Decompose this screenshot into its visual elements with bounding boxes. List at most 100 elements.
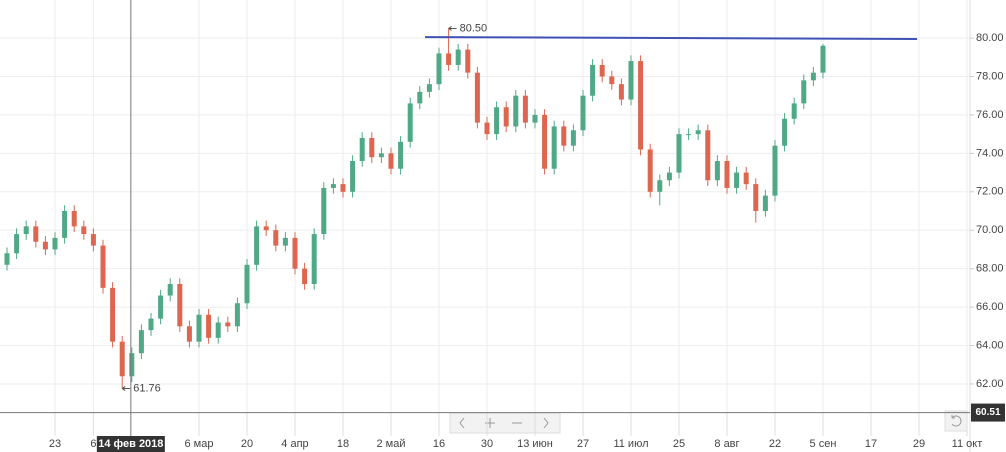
candle-body: [33, 226, 39, 242]
candle-body: [590, 64, 596, 96]
candle-body: [369, 137, 375, 158]
reset-button[interactable]: [944, 410, 968, 432]
candle-body: [273, 230, 279, 246]
x-tick-label: 22: [769, 438, 781, 450]
nav-buttons: [449, 410, 968, 434]
candle-body: [206, 314, 212, 338]
y-tick-label: 76.00: [976, 109, 1004, 121]
candle-body: [465, 49, 471, 73]
candle-body: [446, 53, 452, 65]
candle-body: [561, 126, 567, 146]
candle-body: [791, 103, 797, 119]
candle-body: [330, 184, 336, 188]
candle-body: [158, 295, 164, 319]
candle-body: [532, 114, 538, 123]
candle-body: [359, 137, 365, 162]
candle-body: [148, 318, 154, 331]
candle-body: [119, 341, 125, 377]
x-tick-label: 16: [433, 438, 445, 450]
candle-body: [292, 237, 298, 269]
candle-body: [186, 326, 192, 342]
trend-line: [425, 36, 918, 41]
candle-body: [513, 95, 519, 127]
candle-body: [302, 268, 308, 285]
candle-body: [23, 226, 29, 235]
nav-right[interactable]: [543, 417, 549, 429]
candle-body: [417, 91, 423, 104]
candle-body: [657, 180, 663, 192]
candle-body: [772, 145, 778, 196]
candle-body: [244, 264, 250, 304]
candle-body: [196, 314, 202, 342]
x-tick-label: 18: [337, 438, 349, 450]
candle-body: [609, 76, 615, 85]
candle-body: [695, 130, 701, 135]
candle-body: [225, 322, 231, 327]
y-tick-label: 66.00: [976, 301, 1004, 313]
candle-body: [388, 153, 394, 169]
candle-body: [52, 237, 58, 250]
candle-body: [743, 172, 749, 185]
candle-body: [14, 234, 20, 254]
candle-body: [474, 72, 480, 123]
candle-body: [734, 172, 740, 188]
candle-body: [90, 234, 96, 246]
y-tick-label: 68.00: [976, 263, 1004, 275]
candle-body: [599, 64, 605, 77]
candle-body: [580, 95, 586, 131]
x-tick-label: 4 апр: [281, 438, 308, 450]
x-tick-label: 30: [481, 438, 493, 450]
candle-body: [71, 210, 77, 227]
candle-body: [647, 149, 653, 192]
crosshair-y-label: 60.51: [975, 407, 1000, 418]
candle-body: [215, 322, 221, 338]
candle-body: [110, 287, 116, 342]
candle-body: [138, 330, 144, 354]
x-tick-label: 23: [49, 438, 61, 450]
y-tick-label: 74.00: [976, 147, 1004, 159]
nav-left[interactable]: [459, 417, 465, 429]
candle-body: [177, 284, 183, 327]
candle-body: [666, 172, 672, 181]
candle-body: [522, 95, 528, 123]
price-arrow: [448, 26, 457, 31]
candle-body: [705, 130, 711, 181]
candle-body: [714, 161, 720, 181]
candle-body: [638, 61, 644, 150]
candle-body: [263, 226, 269, 231]
candle-body: [4, 253, 10, 265]
candle-body: [321, 187, 327, 235]
y-tick-label: 72.00: [976, 186, 1004, 198]
candle-body: [62, 210, 68, 238]
candle-body: [426, 84, 432, 92]
candle-body: [234, 303, 240, 327]
candle-body: [100, 245, 106, 288]
candle-body: [254, 226, 260, 265]
y-tick-label: 80.00: [976, 32, 1004, 44]
candle-body: [167, 284, 173, 296]
candle-body: [407, 103, 413, 142]
candle-body: [618, 84, 624, 100]
candle-body: [724, 161, 730, 188]
price-arrow: [121, 386, 131, 391]
candle-body: [494, 107, 500, 135]
x-tick-label: 11 окт: [952, 438, 983, 450]
candle-body: [570, 130, 576, 146]
crosshair-y-box: [971, 403, 1005, 422]
x-tick-label: 20: [241, 438, 253, 450]
x-tick-label: 6 мар: [185, 438, 214, 450]
y-tick-label: 62.00: [976, 378, 1004, 390]
candle-body: [81, 226, 87, 235]
candle-body: [762, 195, 768, 211]
candle-body: [782, 118, 788, 146]
crosshair-x-label: 14 фев 2018: [98, 438, 163, 450]
candle-body: [340, 184, 346, 192]
price-label: 80.50: [460, 22, 488, 34]
candle-body: [350, 161, 356, 192]
candle-body: [820, 45, 826, 73]
candle-body: [282, 237, 288, 246]
candle-body: [436, 53, 442, 85]
y-tick-label: 70.00: [976, 224, 1004, 236]
x-tick-label: 5 сен: [810, 438, 837, 450]
